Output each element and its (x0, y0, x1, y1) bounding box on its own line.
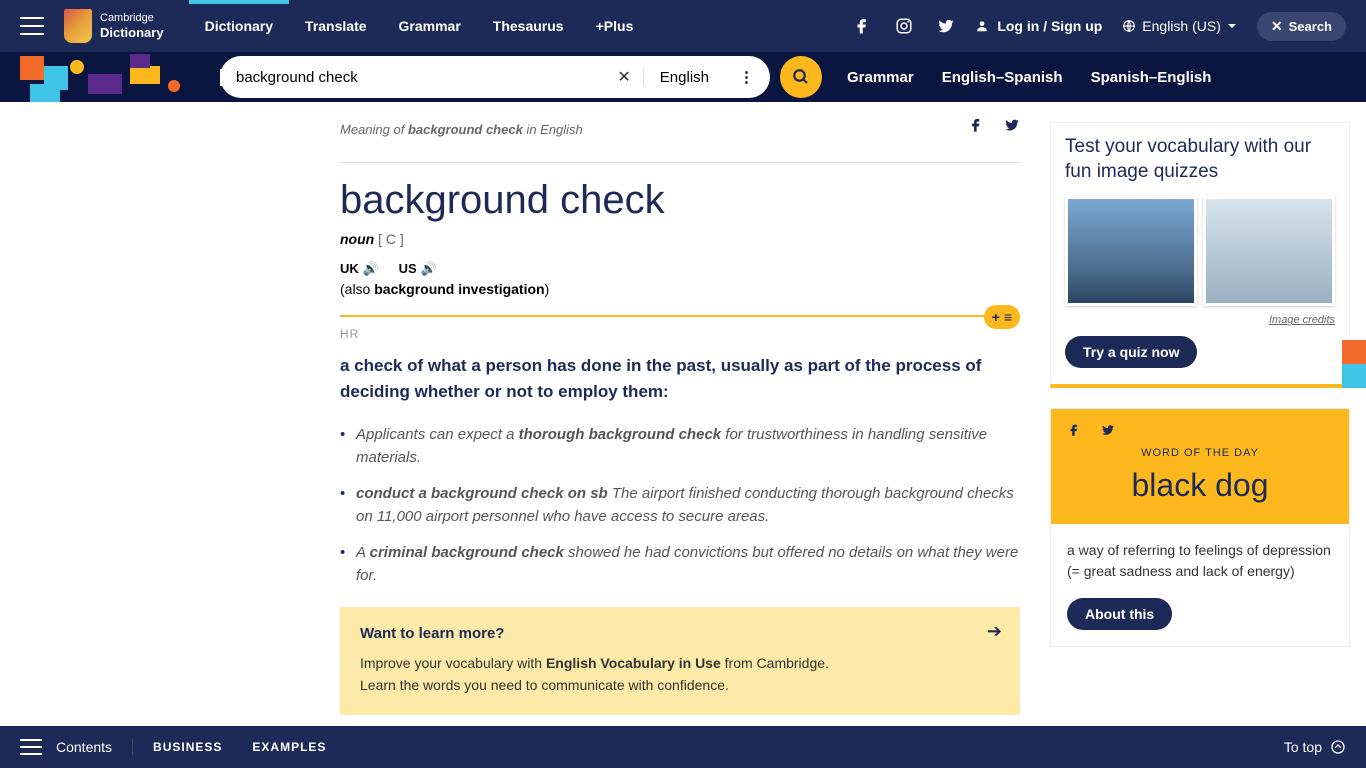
wotd-facebook-icon[interactable] (1067, 423, 1081, 437)
share-twitter-icon[interactable] (1004, 117, 1020, 133)
try-quiz-button[interactable]: Try a quiz now (1065, 336, 1197, 368)
example-item: conduct a background check on sb The air… (340, 483, 1020, 528)
pronunciation: UK🔊 US🔊 (340, 261, 1020, 277)
headword: background check (340, 178, 1020, 223)
wotd-word[interactable]: black dog (1067, 467, 1333, 504)
quicklink-grammar[interactable]: Grammar (847, 69, 914, 86)
top-nav: Cambridge Dictionary Dictionary Translat… (0, 0, 1366, 52)
add-to-list-button[interactable]: + ≡ (984, 305, 1020, 329)
share-icons (968, 117, 1020, 133)
search-box: ✕ English ⋮ (220, 56, 770, 98)
learn-more-title: Want to learn more? (360, 625, 1000, 642)
logo-shield-icon (64, 9, 92, 43)
instagram-icon[interactable] (895, 17, 913, 35)
twitter-icon[interactable] (937, 17, 955, 35)
example-item: A criminal background check showed he ha… (340, 542, 1020, 587)
language-selector[interactable]: English (US) (1122, 18, 1237, 34)
about-this-button[interactable]: About this (1067, 598, 1172, 630)
word-of-day-card: WORD OF THE DAY black dog a way of refer… (1050, 408, 1350, 647)
wotd-label: WORD OF THE DAY (1067, 447, 1333, 459)
globe-icon (1122, 19, 1136, 33)
quiz-card: Test your vocabulary with our fun image … (1050, 122, 1350, 388)
wotd-twitter-icon[interactable] (1101, 423, 1115, 437)
section-divider: + ≡ (340, 315, 1020, 317)
learn-more-text: Improve your vocabulary with English Voc… (360, 652, 1000, 697)
logo-text: Cambridge Dictionary (100, 12, 164, 41)
side-tabs (1342, 340, 1366, 388)
menu-icon[interactable] (20, 17, 44, 35)
image-credits-link[interactable]: Image credits (1065, 314, 1335, 326)
arrow-up-icon (1330, 739, 1346, 755)
wotd-definition: a way of referring to feelings of depres… (1051, 524, 1349, 598)
bb-link-examples[interactable]: EXAMPLES (252, 740, 326, 754)
sidebar: Test your vocabulary with our fun image … (1050, 122, 1350, 715)
user-icon (975, 19, 989, 33)
audio-us-icon[interactable]: 🔊 (421, 261, 437, 276)
meaning-of-label: Meaning of background check in English (340, 122, 583, 137)
bb-link-business[interactable]: BUSINESS (153, 740, 222, 754)
tab-translate[interactable]: Translate (289, 2, 382, 50)
quiz-image[interactable] (1065, 196, 1197, 306)
learn-more-box[interactable]: ➔ Want to learn more? Improve your vocab… (340, 607, 1020, 715)
definition: a check of what a person has done in the… (340, 353, 1020, 404)
tab-thesaurus[interactable]: Thesaurus (477, 2, 580, 50)
quiz-image[interactable] (1203, 196, 1335, 306)
search-row: ✕ English ⋮ Grammar English–Spanish Span… (0, 52, 1366, 102)
tab-dictionary[interactable]: Dictionary (189, 2, 289, 50)
examples-list: Applicants can expect a thorough backgro… (340, 424, 1020, 587)
search-input[interactable] (220, 69, 605, 86)
quiz-title: Test your vocabulary with our fun image … (1065, 135, 1335, 184)
side-tab-orange[interactable] (1342, 340, 1366, 364)
to-top-button[interactable]: To top (1284, 739, 1346, 755)
tab-grammar[interactable]: Grammar (383, 2, 477, 50)
contents-menu-icon[interactable] (20, 739, 42, 755)
search-language-selector[interactable]: English ⋮ (643, 68, 770, 86)
search-toggle[interactable]: ✕ Search (1257, 12, 1346, 41)
share-facebook-icon[interactable] (968, 117, 984, 133)
nav-tabs: Dictionary Translate Grammar Thesaurus +… (189, 2, 650, 50)
bottom-bar: Contents BUSINESS EXAMPLES To top (0, 726, 1366, 768)
login-link[interactable]: Log in / Sign up (975, 18, 1102, 34)
logo[interactable]: Cambridge Dictionary (64, 9, 164, 43)
search-button[interactable] (780, 56, 822, 98)
quicklink-en-es[interactable]: English–Spanish (942, 69, 1063, 86)
quicklink-es-en[interactable]: Spanish–English (1091, 69, 1212, 86)
tab-plus[interactable]: +Plus (580, 2, 650, 50)
decorative-shapes (0, 52, 215, 102)
part-of-speech: noun [ C ] (340, 231, 1020, 247)
arrow-right-icon: ➔ (987, 621, 1002, 642)
quick-links: Grammar English–Spanish Spanish–English (847, 69, 1211, 86)
search-icon (792, 68, 810, 86)
contents-label[interactable]: Contents (56, 739, 133, 755)
domain-label: HR (340, 327, 1020, 341)
chevron-down-icon (1227, 21, 1237, 31)
audio-uk-icon[interactable]: 🔊 (363, 261, 379, 276)
example-item: Applicants can expect a thorough backgro… (340, 424, 1020, 469)
facebook-icon[interactable] (853, 17, 871, 35)
also-called: (also background investigation) (340, 281, 1020, 297)
clear-icon[interactable]: ✕ (605, 67, 642, 87)
side-tab-cyan[interactable] (1342, 364, 1366, 388)
dictionary-entry: Meaning of background check in English b… (340, 122, 1020, 715)
main-content: Meaning of background check in English b… (0, 102, 1366, 715)
